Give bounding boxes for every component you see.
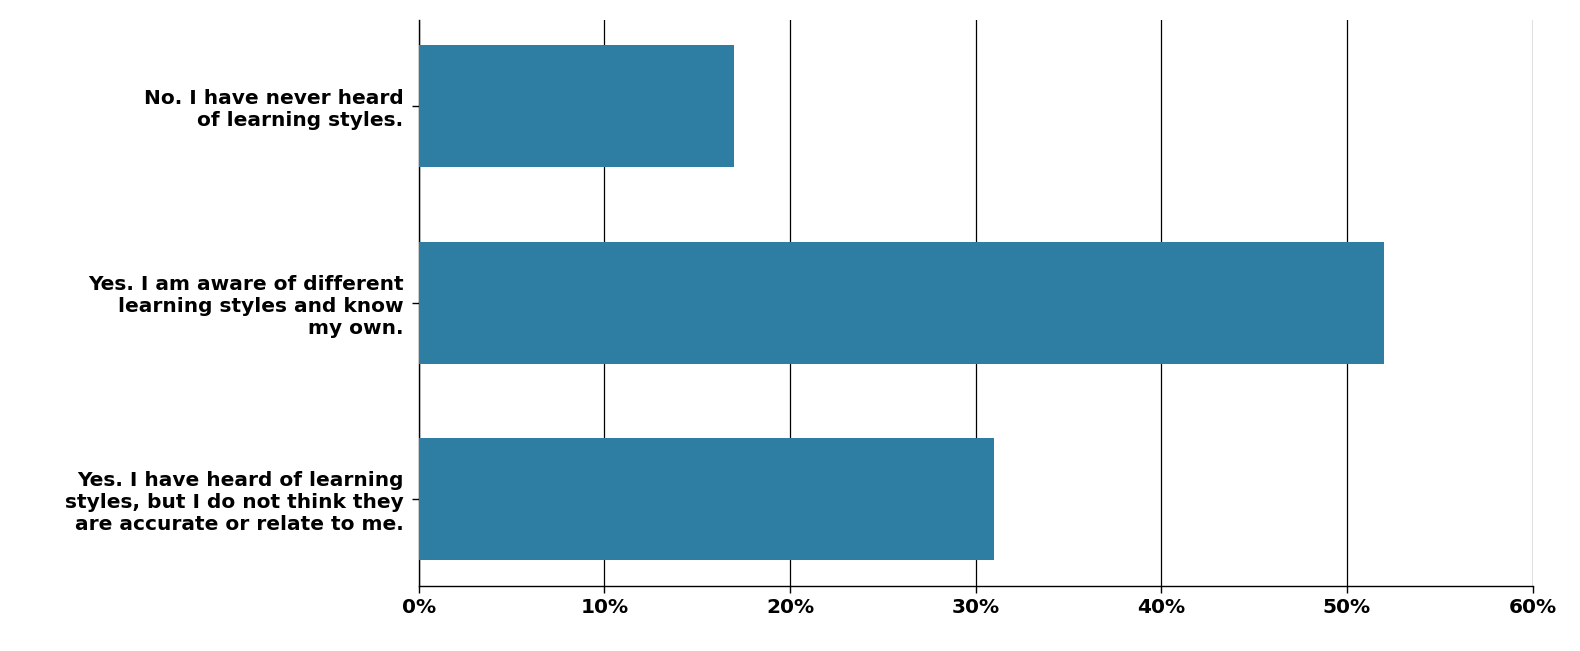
Bar [419,242,1384,364]
Bar [419,438,994,560]
Bar [419,46,735,167]
